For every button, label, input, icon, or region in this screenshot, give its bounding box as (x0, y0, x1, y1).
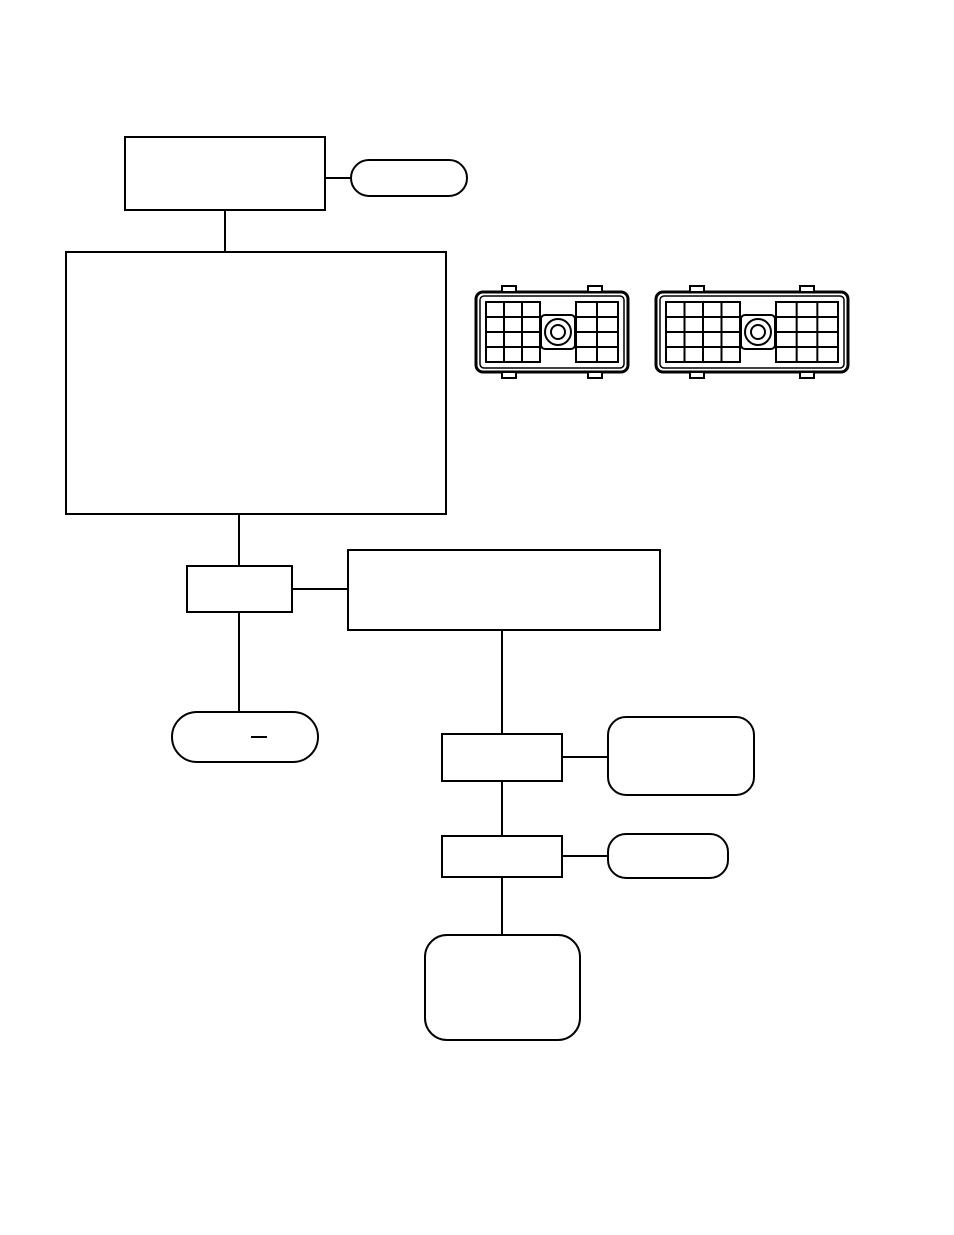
ecu-connector-icon (656, 286, 848, 378)
flow-node-r1 (125, 137, 325, 210)
flow-node-r2 (66, 252, 446, 514)
flow-node-rr2 (608, 834, 728, 878)
connectors-layer (476, 286, 848, 378)
flow-node-r4 (348, 550, 660, 630)
flow-node-rr3 (425, 935, 580, 1040)
flow-node-p1 (351, 160, 467, 196)
flow-node-r3 (187, 566, 292, 612)
flow-node-p2 (172, 712, 318, 762)
flow-node-r5 (442, 734, 562, 781)
ecu-connector-icon (476, 286, 628, 378)
flow-node-r6 (442, 836, 562, 877)
flowchart-canvas (0, 0, 954, 1235)
flow-node-rr1 (608, 717, 754, 795)
